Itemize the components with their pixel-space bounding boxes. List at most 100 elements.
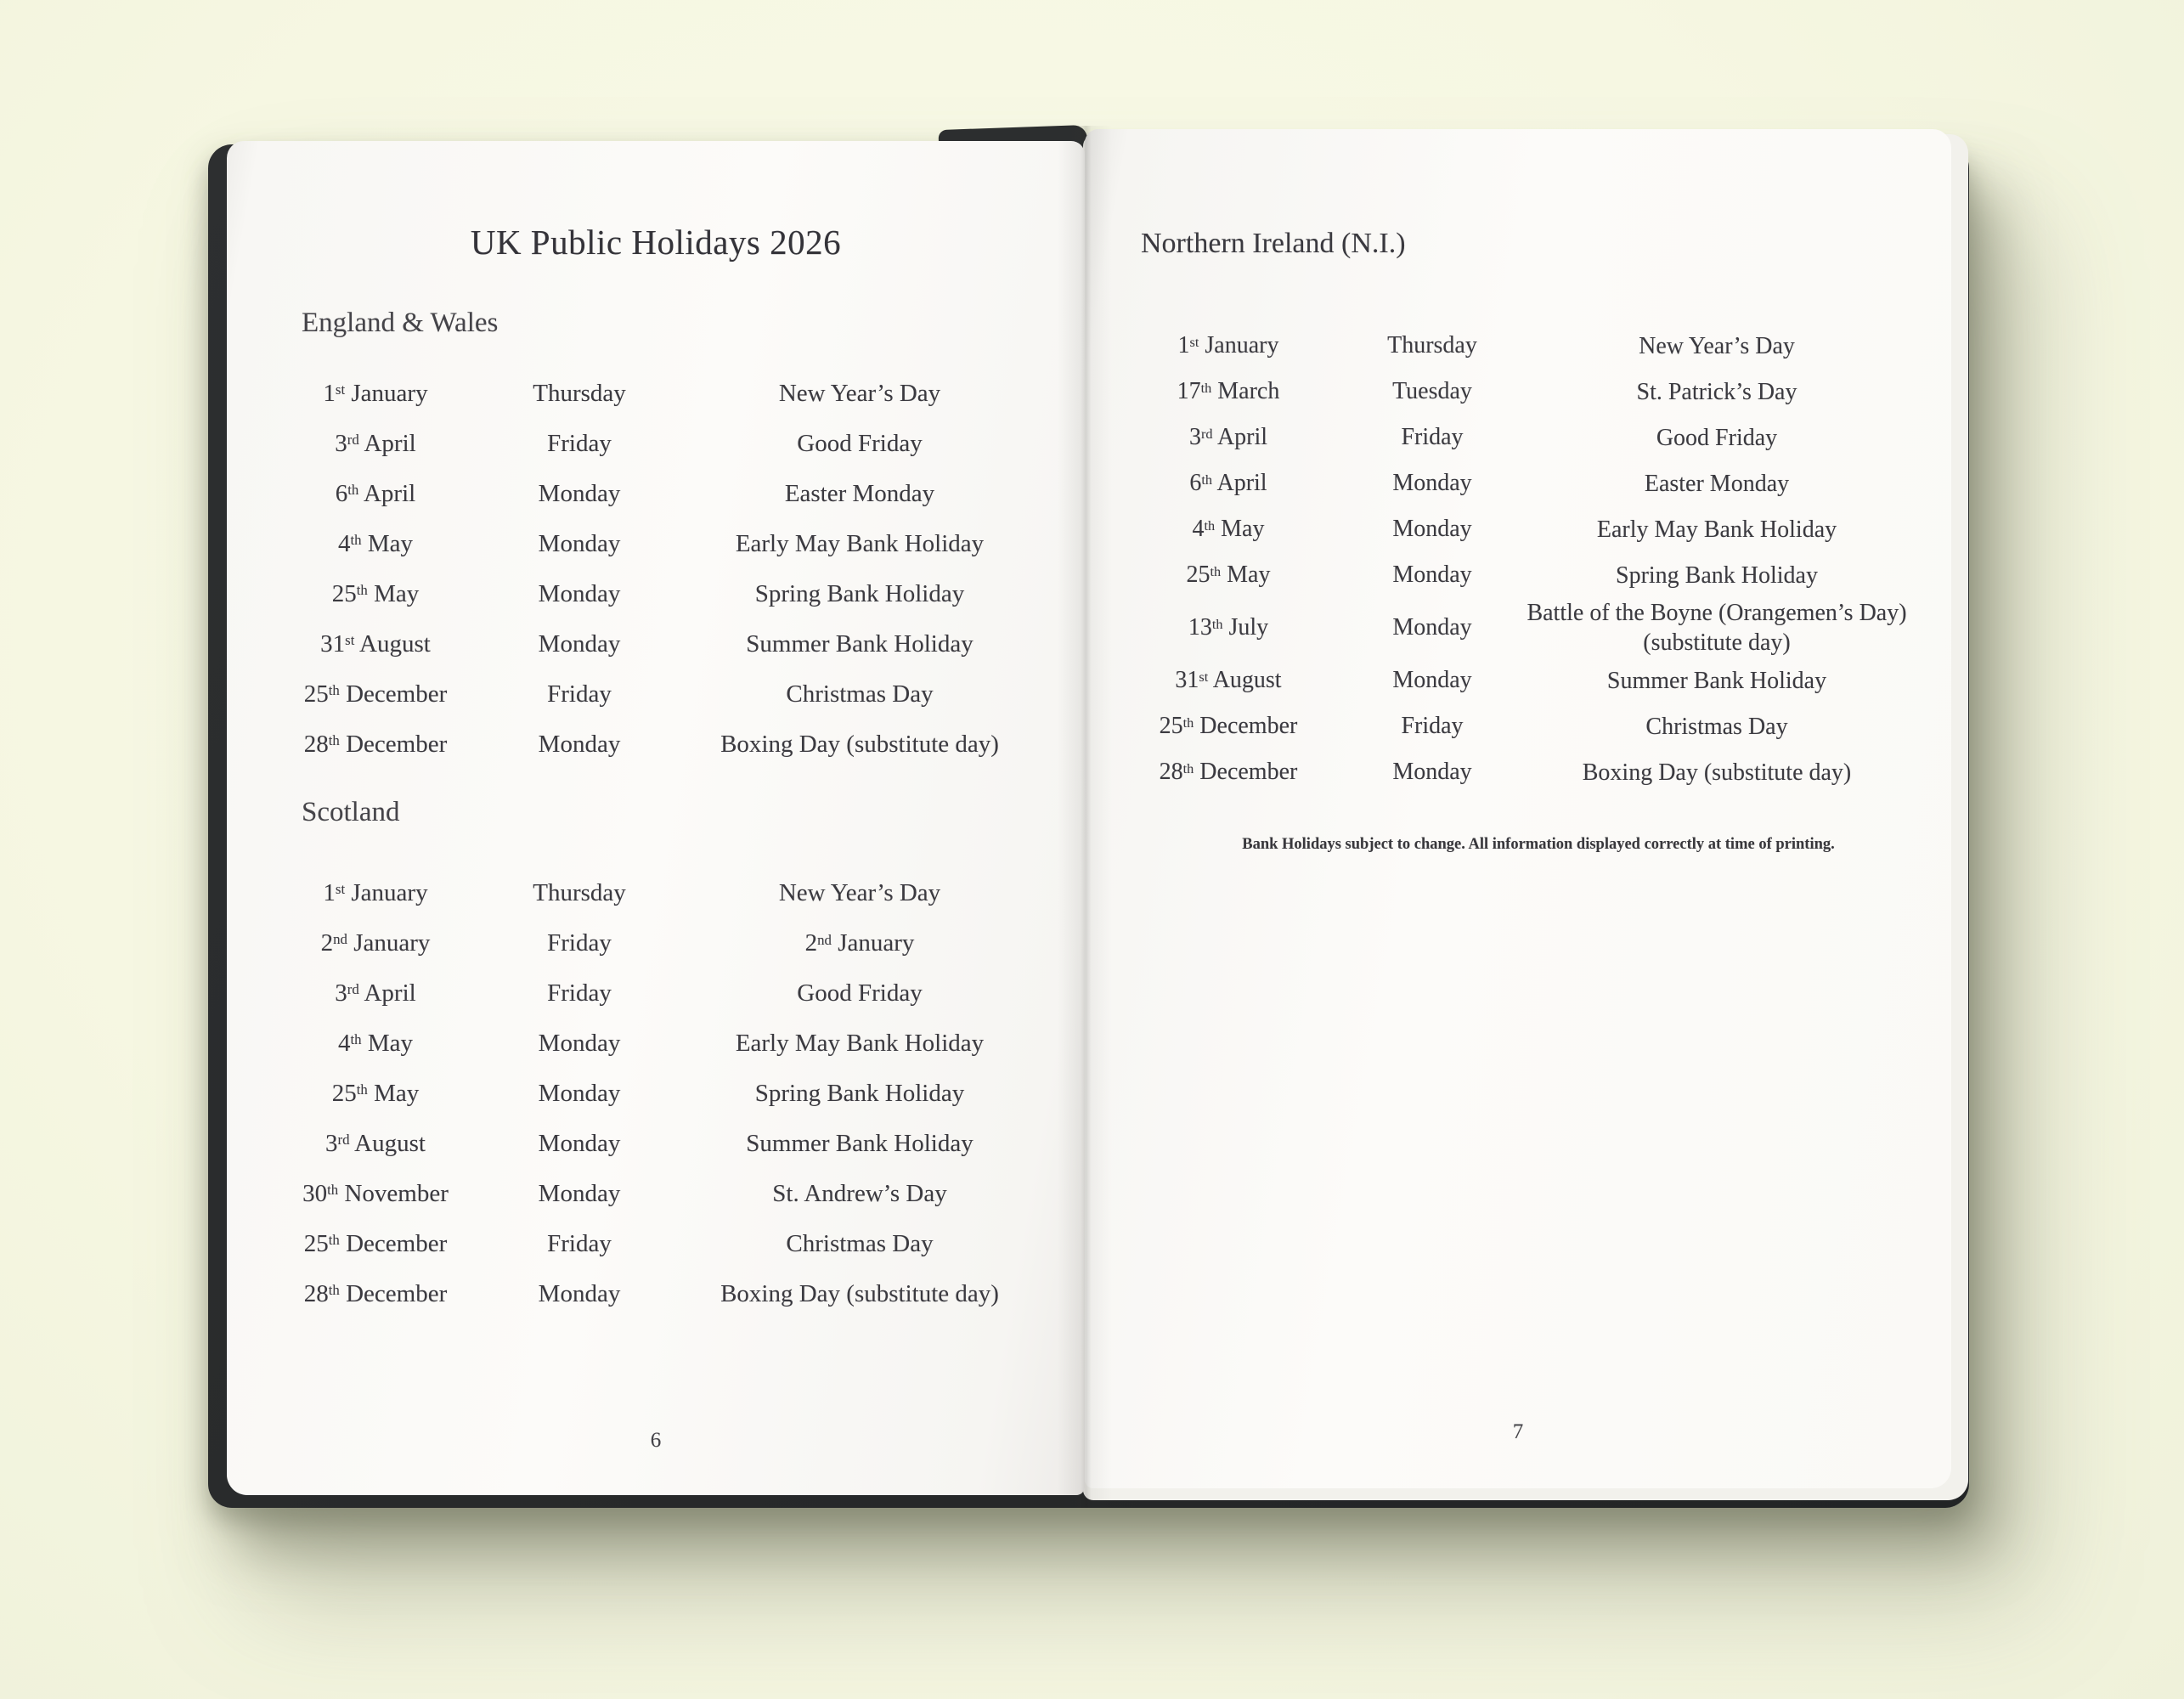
holiday-name: Early May Bank Holiday [1596,516,1837,543]
day-cell: Friday [1401,424,1464,450]
table-row: 25th December Friday Christmas Day [252,1219,1059,1269]
holiday-cell: New Year’s Day [660,378,1059,409]
holiday-cell: Boxing Day (substitute day) [1513,758,1921,787]
holiday-name: Summer Bank Holiday [746,1130,973,1158]
day-cell: Monday [1392,470,1472,496]
holiday-name: Battle of the Boyne (Orangemen’s Day) [1527,600,1907,626]
date-cell: 3rd April [335,979,416,1007]
date-cell: 25th May [1186,562,1271,588]
page-number-left: 6 [650,1429,662,1452]
date-cell: 6th April [335,480,416,507]
table-row: 4th May Monday Early May Bank Holiday [252,1019,1059,1069]
section-heading-england-wales: England & Wales [302,308,499,338]
holiday-cell: Summer Bank Holiday [660,1128,1059,1159]
day-cell: Monday [538,630,621,658]
table-row: 25th May Monday Spring Bank Holiday [252,1069,1059,1119]
holiday-cell: Easter Monday [660,478,1059,509]
holiday-name: Christmas Day [1645,713,1788,740]
holiday-cell: Spring Bank Holiday [660,1078,1059,1109]
table-row: 28th December Monday Boxing Day (substit… [252,720,1059,770]
holiday-cell: Summer Bank Holiday [1513,666,1921,696]
holiday-cell: Summer Bank Holiday [660,629,1059,659]
holiday-name: Boxing Day (substitute day) [1582,759,1852,786]
day-cell: Monday [538,580,621,607]
day-cell: Monday [1392,614,1472,641]
holiday-name: New Year’s Day [1639,332,1795,359]
holiday-cell: 2nd January [660,928,1059,958]
date-cell: 6th April [1189,470,1267,496]
holiday-name: Early May Bank Holiday [735,530,985,558]
holiday-table-england-wales: 1st January Thursday New Year’s Day 3rd … [252,369,1059,770]
holiday-name: Good Friday [797,430,923,458]
right-page: Northern Ireland (N.I.) 1st January Thur… [1085,129,1951,1488]
table-row: 28th December Monday Boxing Day (substit… [252,1269,1059,1319]
day-cell: Monday [1392,516,1472,542]
table-row: 4th May Monday Early May Bank Holiday [252,519,1059,569]
holiday-name: Spring Bank Holiday [754,580,965,608]
holiday-name: Good Friday [797,979,923,1008]
section-heading-northern-ireland: Northern Ireland (N.I.) [1141,228,1406,259]
day-cell: Monday [538,530,621,557]
holiday-cell: New Year’s Day [660,878,1059,908]
date-cell: 25th December [303,680,448,708]
table-row: 4th May Monday Early May Bank Holiday [1105,506,1921,552]
date-cell: 2nd January [320,929,431,957]
table-row: 6th April Monday Easter Monday [252,469,1059,519]
holiday-cell: Boxing Day (substitute day) [660,729,1059,759]
holiday-cell: St. Andrew’s Day [660,1178,1059,1209]
holiday-name: Summer Bank Holiday [1606,667,1827,694]
date-cell: 31st August [1175,667,1282,693]
table-row: 28th December Monday Boxing Day (substit… [1105,749,1921,795]
holiday-name-line2: (substitute day) [1643,629,1791,656]
table-row: 2nd January Friday 2nd January [252,918,1059,968]
table-row: 31st August Monday Summer Bank Holiday [1105,658,1921,703]
table-row: 25th December Friday Christmas Day [1105,703,1921,749]
day-cell: Monday [538,1080,621,1107]
table-row: 3rd April Friday Good Friday [252,968,1059,1019]
table-row: 3rd April Friday Good Friday [252,419,1059,469]
day-cell: Thursday [1387,332,1477,358]
day-cell: Monday [538,1280,621,1307]
holiday-cell: Christmas Day [1513,712,1921,742]
holiday-cell: Early May Bank Holiday [660,1028,1059,1058]
section-heading-scotland: Scotland [302,797,400,827]
date-cell: 28th December [1159,759,1298,785]
date-cell: 25th May [331,1080,420,1107]
holiday-name: New Year’s Day [778,879,941,907]
date-cell: 13th July [1188,614,1269,641]
date-cell: 30th November [302,1180,449,1207]
holiday-cell: Good Friday [1513,423,1921,453]
date-cell: 25th December [1159,713,1298,739]
holiday-cell: Spring Bank Holiday [660,579,1059,609]
day-cell: Friday [547,979,612,1007]
holiday-cell: Christmas Day [660,679,1059,709]
date-cell: 28th December [303,731,448,758]
holiday-name: Spring Bank Holiday [1616,562,1818,589]
left-page: UK Public Holidays 2026 England & Wales … [227,141,1085,1495]
holiday-name: New Year’s Day [778,380,941,408]
table-row: 17th March Tuesday St. Patrick’s Day [1105,369,1921,415]
day-cell: Monday [1392,667,1472,693]
table-row: 25th May Monday Spring Bank Holiday [252,569,1059,619]
holiday-name: 2nd January [804,929,915,957]
holiday-table-northern-ireland: 1st January Thursday New Year’s Day 17th… [1105,323,1921,795]
table-row: 3rd April Friday Good Friday [1105,415,1921,460]
day-cell: Monday [538,1030,621,1057]
holiday-cell: Good Friday [660,978,1059,1008]
holiday-cell: Christmas Day [660,1228,1059,1259]
holiday-table-scotland: 1st January Thursday New Year’s Day 2nd … [252,868,1059,1319]
page-number-right: 7 [1512,1420,1524,1443]
holiday-name: Summer Bank Holiday [746,630,973,658]
date-cell: 1st January [323,879,428,906]
holiday-cell: Easter Monday [1513,469,1921,499]
day-cell: Friday [1401,713,1464,739]
day-cell: Monday [538,480,621,507]
day-cell: Monday [538,731,621,758]
day-cell: Monday [1392,759,1472,785]
table-row: 31st August Monday Summer Bank Holiday [252,619,1059,669]
day-cell: Friday [547,929,612,957]
holiday-name: St. Patrick’s Day [1636,378,1797,405]
date-cell: 3rd April [335,430,416,457]
date-cell: 4th May [338,530,413,557]
